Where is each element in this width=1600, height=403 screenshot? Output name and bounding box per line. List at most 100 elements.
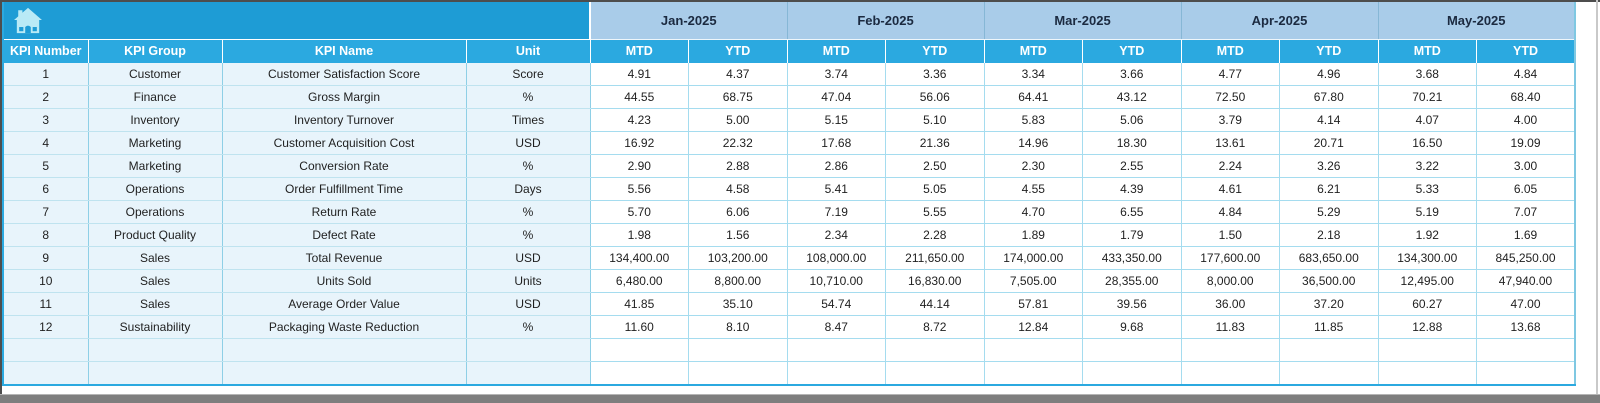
empty-cell[interactable] — [984, 338, 1083, 362]
cell-value[interactable]: 2.28 — [885, 223, 985, 247]
column-header-jan-2025-mtd[interactable]: MTD — [589, 39, 689, 63]
cell-name[interactable]: Packaging Waste Reduction — [222, 315, 467, 339]
empty-cell[interactable] — [787, 361, 886, 385]
cell-value[interactable]: 47.04 — [787, 85, 886, 109]
empty-cell[interactable] — [688, 361, 788, 385]
cell-value[interactable]: 16,830.00 — [885, 269, 985, 293]
cell-value[interactable]: 4.23 — [590, 108, 689, 132]
empty-cell[interactable] — [688, 338, 788, 362]
cell-value[interactable]: 4.61 — [1181, 177, 1280, 201]
cell-value[interactable]: 43.12 — [1082, 85, 1182, 109]
cell-name[interactable]: Return Rate — [222, 200, 467, 224]
cell-number[interactable]: 10 — [3, 269, 89, 293]
cell-value[interactable]: 5.10 — [885, 108, 985, 132]
cell-value[interactable]: 7.07 — [1476, 200, 1576, 224]
cell-value[interactable]: 683,650.00 — [1279, 246, 1379, 270]
empty-cell[interactable] — [3, 338, 89, 362]
cell-value[interactable]: 67.80 — [1279, 85, 1379, 109]
cell-value[interactable]: 12.84 — [984, 315, 1083, 339]
cell-value[interactable]: 134,300.00 — [1378, 246, 1477, 270]
cell-value[interactable]: 103,200.00 — [688, 246, 788, 270]
cell-value[interactable]: 5.83 — [984, 108, 1083, 132]
cell-group[interactable]: Customer — [88, 62, 223, 86]
cell-value[interactable]: 64.41 — [984, 85, 1083, 109]
cell-value[interactable]: 4.00 — [1476, 108, 1576, 132]
cell-group[interactable]: Product Quality — [88, 223, 223, 247]
cell-number[interactable]: 1 — [3, 62, 89, 86]
cell-number[interactable]: 3 — [3, 108, 89, 132]
column-header-apr-2025-ytd[interactable]: YTD — [1279, 39, 1378, 63]
cell-value[interactable]: 13.61 — [1181, 131, 1280, 155]
cell-group[interactable]: Marketing — [88, 131, 223, 155]
empty-cell[interactable] — [1378, 361, 1477, 385]
cell-unit[interactable]: Times — [466, 108, 591, 132]
cell-value[interactable]: 1.92 — [1378, 223, 1477, 247]
cell-value[interactable]: 4.55 — [984, 177, 1083, 201]
cell-group[interactable]: Sales — [88, 292, 223, 316]
empty-cell[interactable] — [590, 338, 689, 362]
cell-value[interactable]: 7.19 — [787, 200, 886, 224]
cell-unit[interactable]: % — [466, 315, 591, 339]
cell-group[interactable]: Inventory — [88, 108, 223, 132]
cell-value[interactable]: 108,000.00 — [787, 246, 886, 270]
cell-value[interactable]: 17.68 — [787, 131, 886, 155]
cell-value[interactable]: 5.33 — [1378, 177, 1477, 201]
cell-unit[interactable]: % — [466, 223, 591, 247]
cell-number[interactable]: 2 — [3, 85, 89, 109]
cell-group[interactable]: Finance — [88, 85, 223, 109]
cell-value[interactable]: 72.50 — [1181, 85, 1280, 109]
cell-value[interactable]: 11.60 — [590, 315, 689, 339]
cell-value[interactable]: 7,505.00 — [984, 269, 1083, 293]
cell-value[interactable]: 5.00 — [688, 108, 788, 132]
cell-value[interactable]: 60.27 — [1378, 292, 1477, 316]
cell-value[interactable]: 14.96 — [984, 131, 1083, 155]
cell-unit[interactable]: USD — [466, 292, 591, 316]
cell-value[interactable]: 4.58 — [688, 177, 788, 201]
cell-name[interactable]: Inventory Turnover — [222, 108, 467, 132]
cell-value[interactable]: 1.89 — [984, 223, 1083, 247]
empty-cell[interactable] — [1378, 338, 1477, 362]
cell-value[interactable]: 6.21 — [1279, 177, 1379, 201]
cell-value[interactable]: 4.37 — [688, 62, 788, 86]
cell-value[interactable]: 1.56 — [688, 223, 788, 247]
cell-number[interactable]: 5 — [3, 154, 89, 178]
empty-cell[interactable] — [1279, 361, 1379, 385]
empty-cell[interactable] — [1181, 361, 1280, 385]
cell-value[interactable]: 8,800.00 — [688, 269, 788, 293]
cell-value[interactable]: 35.10 — [688, 292, 788, 316]
empty-cell[interactable] — [88, 361, 223, 385]
cell-value[interactable]: 2.30 — [984, 154, 1083, 178]
cell-value[interactable]: 5.06 — [1082, 108, 1182, 132]
cell-value[interactable]: 4.91 — [590, 62, 689, 86]
cell-value[interactable]: 12,495.00 — [1378, 269, 1477, 293]
column-header-feb-2025-mtd[interactable]: MTD — [786, 39, 886, 63]
cell-value[interactable]: 41.85 — [590, 292, 689, 316]
empty-cell[interactable] — [466, 361, 591, 385]
home-button[interactable] — [13, 7, 43, 39]
empty-cell[interactable] — [1476, 338, 1576, 362]
cell-value[interactable]: 68.75 — [688, 85, 788, 109]
empty-cell[interactable] — [1476, 361, 1576, 385]
cell-group[interactable]: Marketing — [88, 154, 223, 178]
cell-value[interactable]: 3.22 — [1378, 154, 1477, 178]
cell-value[interactable]: 433,350.00 — [1082, 246, 1182, 270]
column-header-mar-2025-ytd[interactable]: YTD — [1082, 39, 1181, 63]
cell-value[interactable]: 211,650.00 — [885, 246, 985, 270]
cell-value[interactable]: 19.09 — [1476, 131, 1576, 155]
cell-value[interactable]: 845,250.00 — [1476, 246, 1576, 270]
cell-unit[interactable]: % — [466, 85, 591, 109]
empty-cell[interactable] — [3, 361, 89, 385]
cell-group[interactable]: Sales — [88, 246, 223, 270]
cell-value[interactable]: 11.85 — [1279, 315, 1379, 339]
cell-name[interactable]: Units Sold — [222, 269, 467, 293]
cell-unit[interactable]: Score — [466, 62, 591, 86]
cell-value[interactable]: 20.71 — [1279, 131, 1379, 155]
cell-value[interactable]: 4.70 — [984, 200, 1083, 224]
cell-value[interactable]: 12.88 — [1378, 315, 1477, 339]
cell-value[interactable]: 39.56 — [1082, 292, 1182, 316]
cell-value[interactable]: 70.21 — [1378, 85, 1477, 109]
cell-value[interactable]: 3.74 — [787, 62, 886, 86]
cell-value[interactable]: 5.41 — [787, 177, 886, 201]
cell-value[interactable]: 57.81 — [984, 292, 1083, 316]
cell-name[interactable]: Customer Satisfaction Score — [222, 62, 467, 86]
